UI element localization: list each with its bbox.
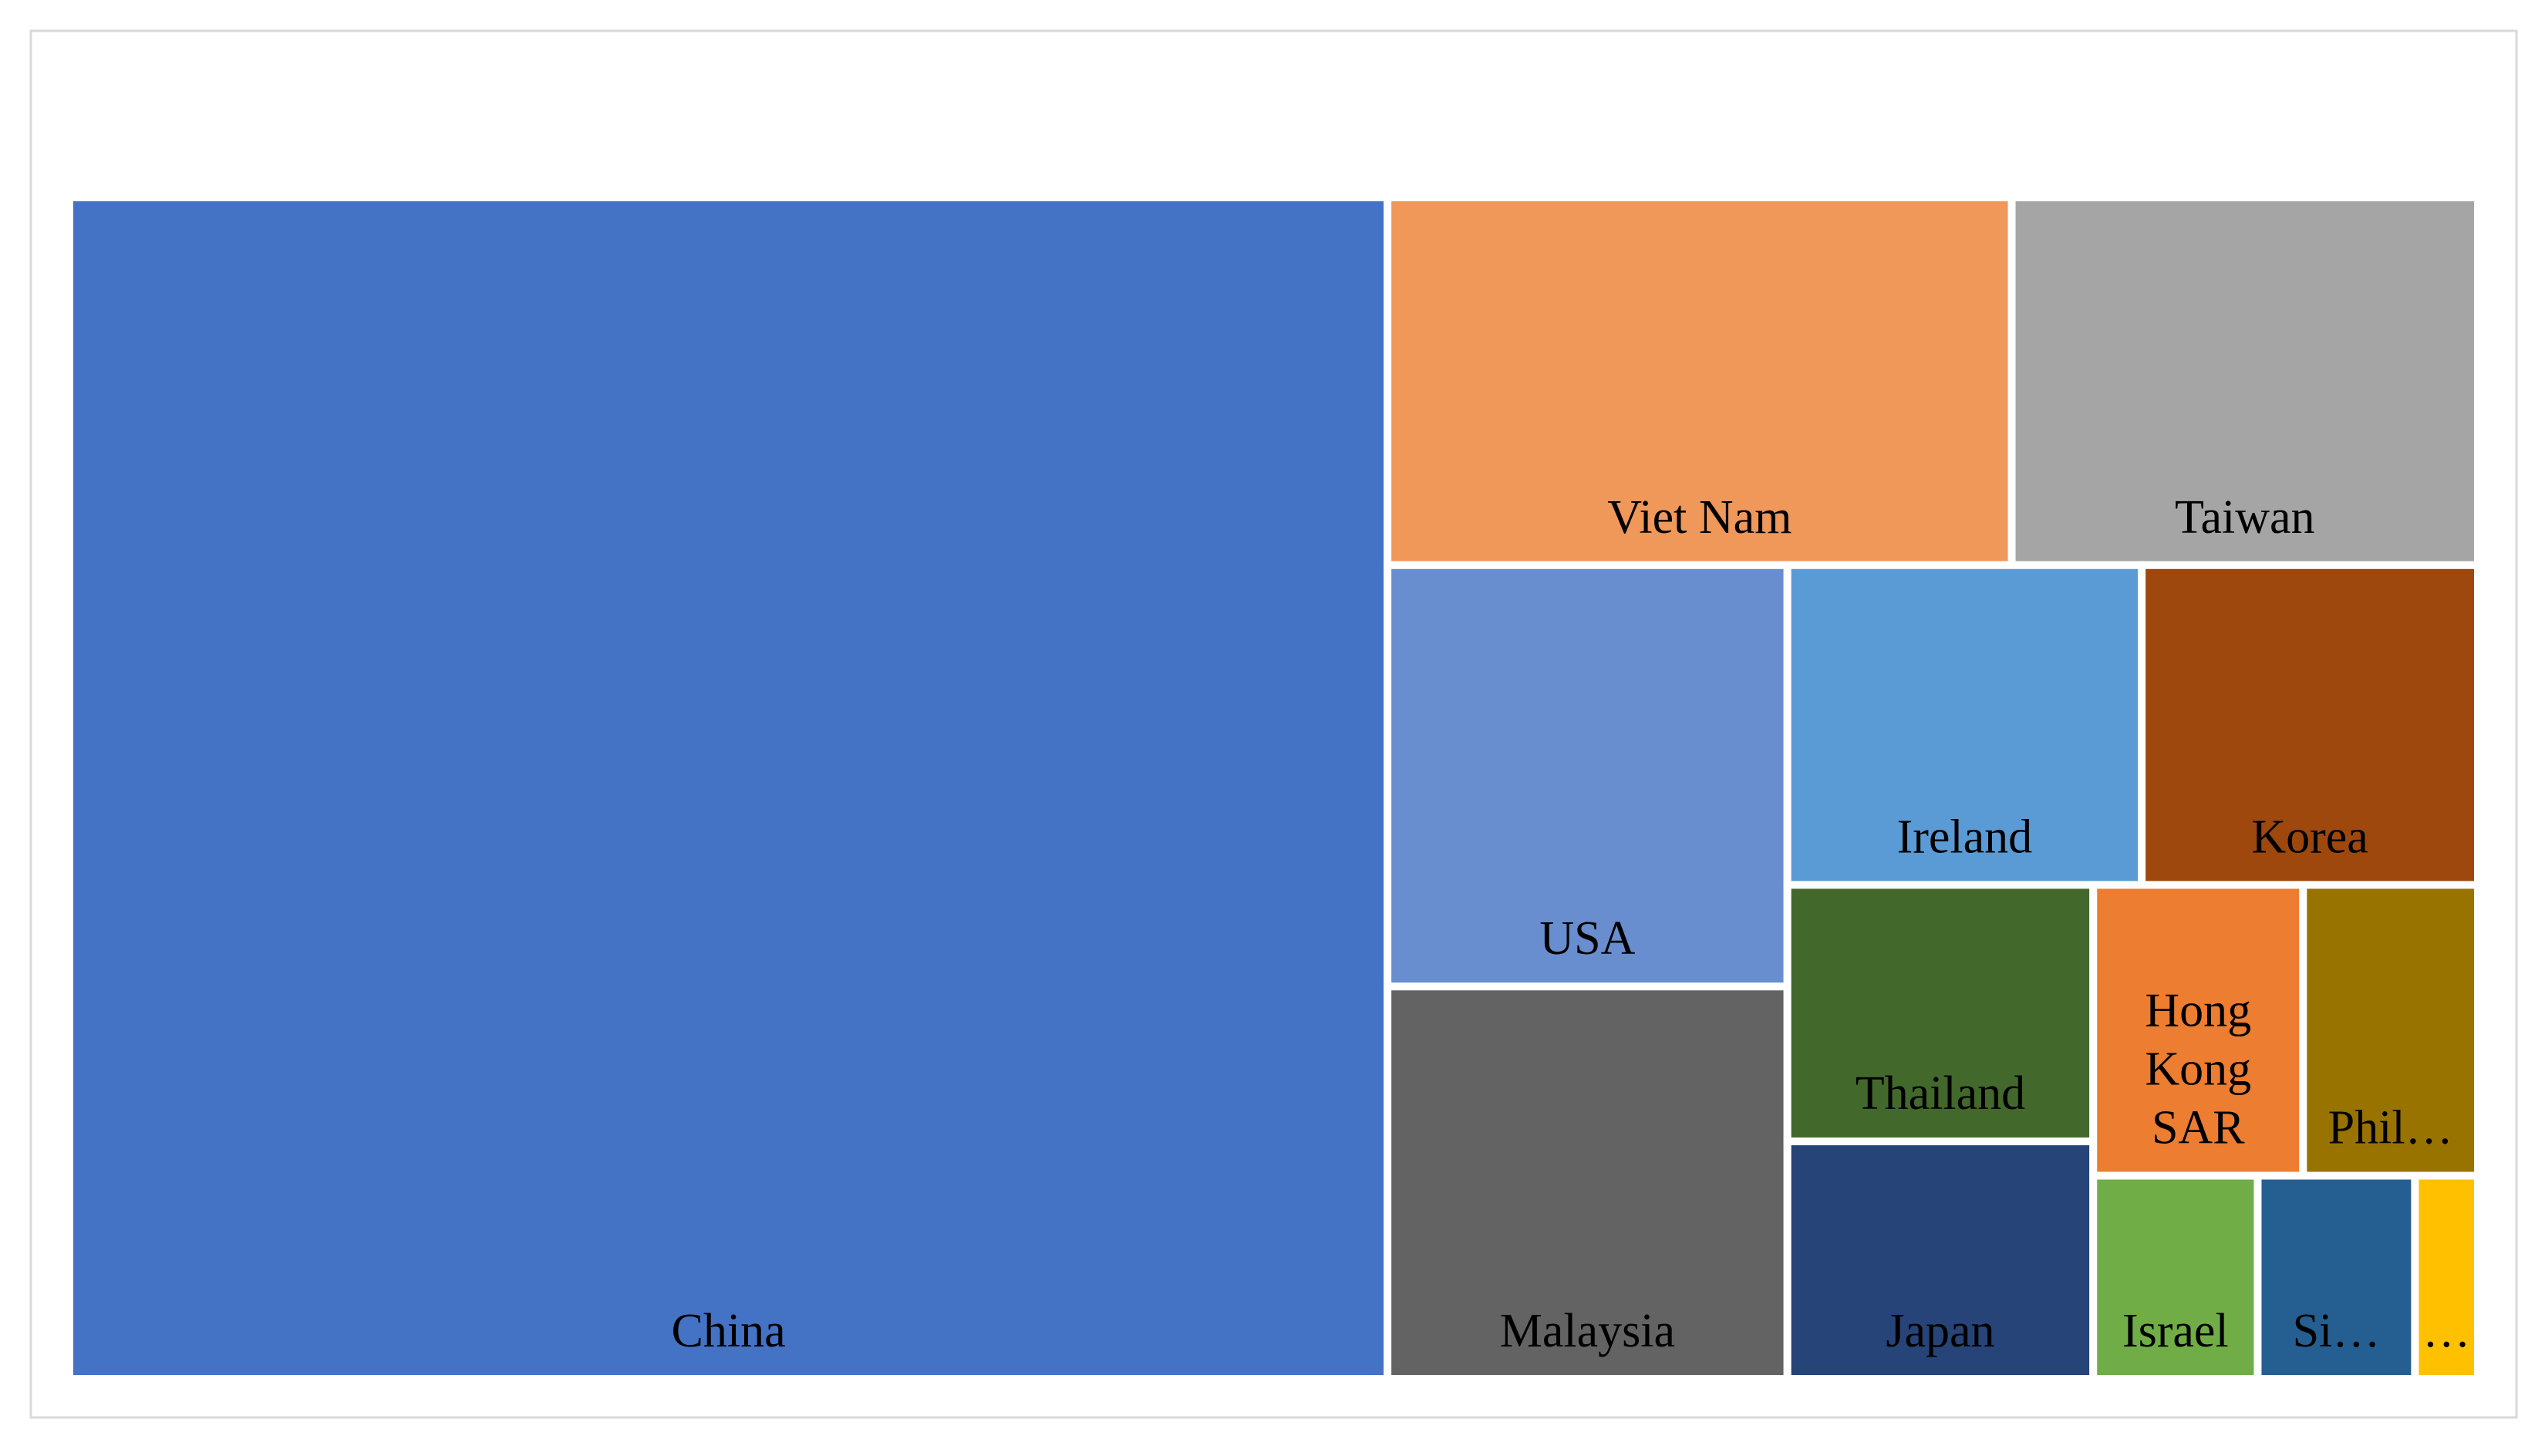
tile	[1783, 1138, 2098, 1383]
tile	[2007, 194, 2482, 569]
plot-area: China Viet Nam Taiwan USA Malaysia Ireland Kor…	[66, 194, 2483, 1383]
tile-label: Malaysia	[1500, 1305, 1675, 1357]
tile-label: Hong Kong SAR	[2145, 985, 2251, 1154]
tile	[1384, 194, 2016, 569]
tile	[2411, 1171, 2483, 1383]
tile	[2089, 1171, 2262, 1383]
tile-label: USA	[1539, 912, 1635, 965]
tile	[66, 194, 1392, 1383]
tile-label: Viet Nam	[1607, 491, 1792, 544]
tile-label: …	[2422, 1305, 2470, 1357]
tile-label-line: SAR	[2152, 1102, 2245, 1154]
tile-label-line: Hong	[2145, 985, 2251, 1037]
tile-label: Phil…	[2328, 1102, 2453, 1154]
tile	[1384, 982, 1792, 1383]
tile	[1783, 881, 2098, 1146]
tile-label: Si…	[2293, 1305, 2381, 1357]
tile-label: Taiwan	[2175, 491, 2315, 544]
tile-label-line: Kong	[2145, 1043, 2251, 1096]
tile	[2089, 881, 2307, 1180]
tile-label: Thailand	[1856, 1067, 2025, 1120]
tile-label: China	[672, 1305, 786, 1357]
tile-label: Ireland	[1897, 811, 2033, 863]
tile-label: Korea	[2251, 811, 2368, 863]
tile-label: Israel	[2122, 1305, 2229, 1357]
tile	[1783, 561, 2146, 889]
tile-label: Japan	[1886, 1305, 1994, 1357]
tile	[2253, 1171, 2419, 1383]
tile	[2299, 881, 2483, 1180]
